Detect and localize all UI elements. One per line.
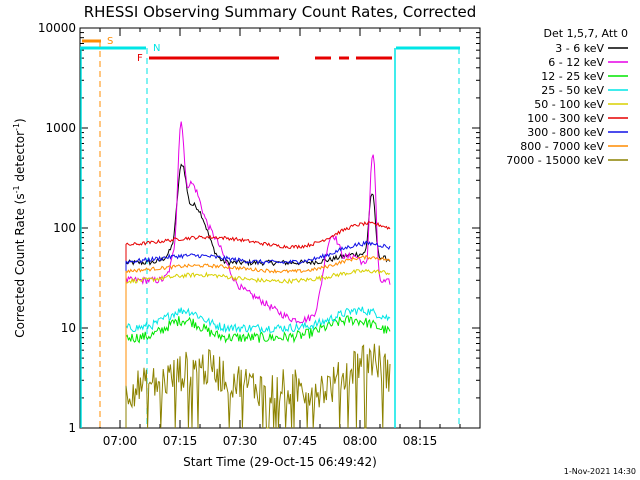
x-tick-label: 08:15: [403, 434, 438, 448]
series-line-8: [125, 254, 391, 428]
y-tick-label: 1: [68, 421, 76, 435]
x-axis: 07:00 07:15 07:30 07:45 08:00 08:15: [79, 28, 481, 448]
series-group: [125, 121, 391, 429]
x-tick-label: 07:00: [103, 434, 138, 448]
y-axis: 1 10 100 1000 10000: [38, 21, 480, 435]
legend-label-3: 12 - 25 keV: [541, 70, 604, 83]
series-line-5: [125, 268, 391, 428]
legend-label-9: 7000 - 15000 keV: [506, 154, 604, 167]
x-tick-label: 08:00: [343, 434, 378, 448]
footer-date: 1-Nov-2021 14:30: [564, 467, 636, 476]
legend-label-5: 50 - 100 keV: [534, 98, 604, 111]
legend-label-7: 300 - 800 keV: [527, 126, 604, 139]
legend-label-8: 800 - 7000 keV: [520, 140, 604, 153]
night-label: N: [153, 43, 160, 54]
flare-label: F: [137, 53, 143, 64]
legend-label-6: 100 - 300 keV: [527, 112, 604, 125]
series-line-7: [125, 240, 391, 428]
series-line-2: [125, 121, 391, 428]
legend-label-4: 25 - 50 keV: [541, 84, 604, 97]
observing-flags: S N F: [80, 36, 460, 64]
x-axis-label: Start Time (29-Oct-15 06:49:42): [183, 455, 377, 469]
legend-label-1: 3 - 6 keV: [555, 42, 604, 55]
y-tick-label: 10: [61, 321, 76, 335]
y-tick-label: 1000: [45, 121, 76, 135]
y-tick-label: 10000: [38, 21, 76, 35]
legend-title: Det 1,5,7, Att 0: [544, 27, 628, 40]
vertical-markers: [80, 41, 460, 428]
saa-label: S: [107, 36, 113, 47]
series-line-6: [125, 220, 391, 428]
y-tick-label: 100: [53, 221, 76, 235]
plot-frame: [79, 27, 481, 429]
x-tick-label: 07:45: [283, 434, 318, 448]
x-tick-label: 07:15: [163, 434, 198, 448]
series-line-9: [125, 343, 391, 429]
chart-title: RHESSI Observing Summary Count Rates, Co…: [84, 3, 477, 21]
x-tick-label: 07:30: [223, 434, 258, 448]
legend-label-2: 6 - 12 keV: [548, 56, 604, 69]
y-axis-label: Corrected Count Rate (s-1 detector-1): [12, 118, 27, 337]
series-line-3: [125, 315, 391, 428]
series-line-4: [125, 306, 391, 428]
